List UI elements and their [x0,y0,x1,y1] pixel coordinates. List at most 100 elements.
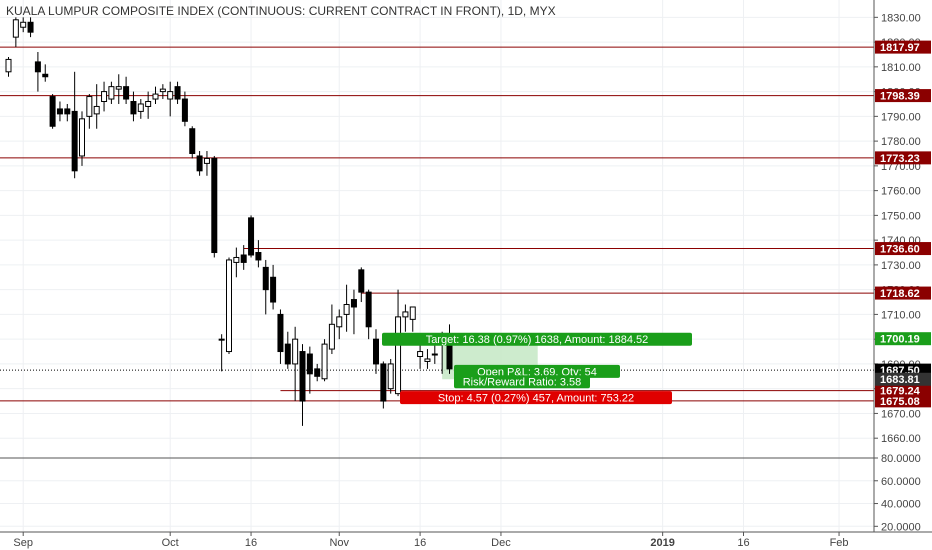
candle-body [167,91,174,100]
price-tick-label: 1810.00 [881,62,921,74]
time-tick-label: 2019 [650,537,674,549]
stop-label: Stop: 4.57 (0.27%) 457, Amount: 753.22 [438,393,634,405]
candle-body [71,110,78,172]
candle-body [130,101,137,115]
rr-label-box [454,375,590,389]
level-price-label: 1736.60 [880,244,920,256]
candle-body [417,351,424,357]
candle-body [123,86,130,100]
target-label: Target: 16.38 (0.97%) 1638, Amount: 1884… [426,334,649,346]
price-tick-label: 1660.00 [881,433,921,445]
level-price-label-box [875,242,931,256]
candle-body [292,338,299,365]
candle-body [262,266,269,291]
candle-body [409,306,416,320]
candle-body [431,353,438,356]
time-tick-label: 16 [414,537,426,549]
candle-body [299,351,306,402]
level-price-label-box [875,151,931,165]
candle-body [64,108,71,115]
candle-body [365,291,372,328]
time-tick-label: Dec [491,537,511,549]
target-label-box [382,332,692,346]
candle-body [328,323,335,350]
level-price-label: 1798.39 [880,91,920,103]
target-price-label-box [875,332,931,346]
time-tick-label: 16 [737,537,749,549]
entry-price-label: 1683.81 [880,374,920,386]
candle-body [34,61,41,73]
candle-body [56,108,63,115]
price-tick-label: 1790.00 [881,111,921,123]
time-tick-label: Oct [162,537,179,549]
candle-body [248,217,255,256]
candles [5,17,453,426]
level-lines [0,46,874,402]
price-tick-label: 1750.00 [881,210,921,222]
pnl-label-box [454,364,620,378]
candle-body [93,105,100,115]
candle-body [395,316,402,395]
candle-body [174,86,181,100]
stop-label-box [400,391,672,405]
candle-body [108,86,115,100]
candle-body [12,19,19,38]
grid-layer [0,0,874,532]
price-tick-label: 1730.00 [881,260,921,272]
candle-body [424,358,431,362]
indicator-tick-label: 60.0000 [881,476,921,488]
indicator-tick-label: 20.0000 [881,521,921,533]
price-tick-label: 1710.00 [881,309,921,321]
candle-body [314,368,321,377]
candle-body [145,101,152,107]
candle-body [387,363,394,390]
time-tick-label: 16 [245,537,257,549]
candle-body [270,276,277,303]
candle-body [152,93,159,100]
price-tick-label: 1830.00 [881,12,921,24]
candle-body [446,343,453,370]
candle-body [240,254,247,263]
price-tick-label: 1780.00 [881,136,921,148]
level-price-label: 1817.97 [880,42,920,54]
candle-body [343,304,350,315]
level-price-label-box [875,40,931,54]
rr-label: Risk/Reward Ratio: 3.58 [463,377,582,389]
indicator-tick-label: 40.0000 [881,499,921,511]
candle-body [373,338,379,365]
candle-body [42,73,49,78]
candle-body [402,311,409,318]
position-labels: Target: 16.38 (0.97%) 1638, Amount: 1884… [382,332,692,405]
entry-price-label-box [875,372,931,386]
price-tick-label: 1760.00 [881,186,921,198]
level-price-label: 1718.62 [880,288,920,300]
candle-body [189,128,196,154]
candle-body [226,259,232,353]
candle-body [336,316,343,328]
candle-body [181,98,188,122]
time-tick-label: Sep [13,537,33,549]
indicator-tick-label: 80.0000 [881,453,921,465]
level-price-label-box [875,384,931,398]
candle-body [284,343,291,365]
candle-body [27,21,34,33]
candle-body [211,157,218,254]
candle-body [321,343,328,380]
candle-body [233,256,240,263]
candle-body [380,363,387,402]
level-price-label-box [875,89,931,103]
candle-body [255,252,262,261]
candle-body [218,338,225,341]
price-axis-bg [874,0,932,550]
candle-body [203,157,210,164]
candle-body [196,155,203,172]
candle-body [101,91,108,103]
candle-body [358,269,365,293]
candle-body [350,299,357,308]
candle-body [137,103,144,112]
level-price-label: 1675.08 [880,396,920,408]
candle-body [277,313,284,353]
candle-body [79,118,85,157]
